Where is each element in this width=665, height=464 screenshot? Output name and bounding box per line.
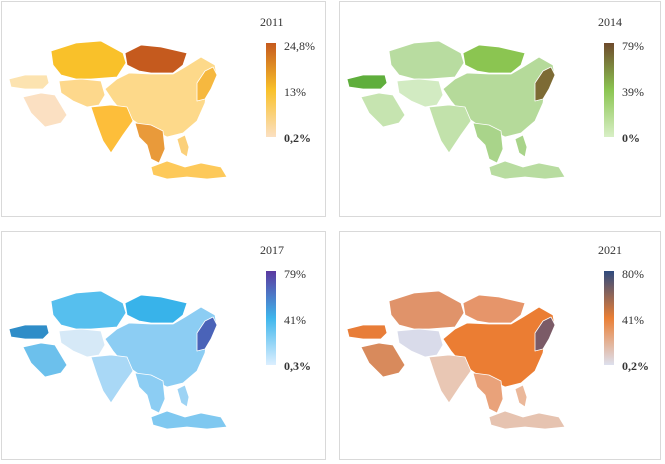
legend-bar [266,271,276,365]
country [388,40,465,80]
country [58,78,106,108]
legend-bar [604,271,614,365]
country [50,290,127,330]
legend-label: 39% [622,85,644,99]
legend-bar [604,43,614,137]
country [196,316,218,352]
country [360,342,406,378]
legend-title: 2017 [260,243,284,257]
country [58,328,106,358]
country [150,160,228,180]
legend-label: 41% [622,313,644,327]
legend-label: 13% [284,85,306,99]
map [346,290,566,430]
legend-title: 2014 [598,15,622,29]
country [150,410,228,430]
country [514,384,528,408]
country [488,410,566,430]
country [396,328,444,358]
legend-label: 0,2% [284,131,311,145]
country [346,324,388,340]
country [196,66,218,102]
country [488,160,566,180]
map [8,40,228,180]
country [124,294,188,324]
country [90,354,134,404]
country [134,372,166,414]
country [428,354,472,404]
legend-label: 0% [622,131,640,145]
legend-label: 0,2% [622,359,649,373]
country [176,384,190,408]
country [472,372,504,414]
country [462,44,526,74]
legend-label: 24,8% [284,39,315,53]
country [124,44,188,74]
country [360,92,406,128]
country [514,134,528,158]
map [346,40,566,180]
legend-bar [266,43,276,137]
country [472,122,504,164]
legend-title: 2021 [598,243,622,257]
country [388,290,465,330]
country [534,66,556,102]
country [462,294,526,324]
country [428,104,472,154]
map [8,290,228,430]
country [8,324,50,340]
country [176,134,190,158]
country [134,122,166,164]
country [346,74,388,90]
legend-label: 79% [622,39,644,53]
country [22,92,68,128]
legend-label: 79% [284,267,306,281]
country [22,342,68,378]
legend-label: 80% [622,267,644,281]
country [396,78,444,108]
country [50,40,127,80]
legend-label: 0,3% [284,359,311,373]
country [534,316,556,352]
legend-title: 2011 [260,15,284,29]
country [90,104,134,154]
legend-label: 41% [284,313,306,327]
country [8,74,50,90]
